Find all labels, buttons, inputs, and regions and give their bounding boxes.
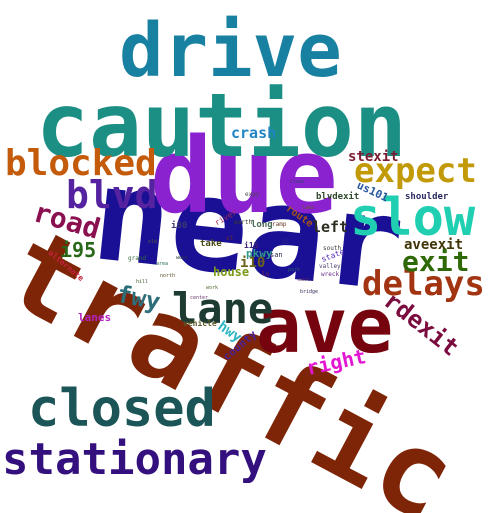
word-delays: delays xyxy=(362,264,485,304)
word-ramp: ramp xyxy=(272,221,287,228)
word-vehicle: vehicle xyxy=(183,319,217,328)
word-slow: slow xyxy=(350,188,476,248)
word-area: area xyxy=(156,261,169,267)
word-pkwy: pkwy xyxy=(246,247,273,260)
word-south: south xyxy=(323,245,342,252)
word-shoulder: shoulder xyxy=(405,192,449,202)
word-left: left xyxy=(312,218,349,236)
word-long: long xyxy=(251,220,273,230)
word-caution: caution xyxy=(36,74,407,177)
word-old: old xyxy=(148,239,158,245)
word-i95: i95 xyxy=(60,238,97,262)
word-crash: crash xyxy=(231,124,277,142)
word-valley: valley xyxy=(319,263,341,270)
word-wreck: wreck xyxy=(321,271,340,278)
word-house: house xyxy=(213,265,250,279)
word-grand: grand xyxy=(128,255,147,262)
word-east: east xyxy=(298,277,311,283)
word-st: st xyxy=(226,235,234,242)
word-blvdexit: blvdexit xyxy=(316,192,360,202)
word-ave: ave xyxy=(256,281,394,370)
word-i80: i80 xyxy=(171,221,188,231)
word-san: san xyxy=(270,251,283,259)
word-drive: drive xyxy=(119,8,342,94)
word-due: due xyxy=(150,115,338,237)
word-ln: ln xyxy=(262,271,270,278)
word-earth: earth xyxy=(234,219,253,226)
word-lake: lake xyxy=(302,205,315,211)
word-bridge: bridge xyxy=(300,289,319,295)
word-take: take xyxy=(200,239,222,249)
word-hill: hill xyxy=(136,279,149,285)
word-stationary: stationary xyxy=(2,434,267,485)
word-exit: exit xyxy=(402,245,470,278)
word-aveexit: aveexit xyxy=(404,237,464,253)
word-blvd: blvd xyxy=(66,173,158,217)
word-park: park xyxy=(288,267,301,273)
word-expy: expy xyxy=(245,191,260,198)
word-work: work xyxy=(206,285,219,291)
word-lanes: lanes xyxy=(78,311,112,324)
word-expect: expect xyxy=(354,151,477,191)
word-lane: lane xyxy=(172,284,274,333)
word-blocked: blocked xyxy=(5,143,157,184)
word-stexit: stexit xyxy=(348,149,399,165)
word-center: center xyxy=(190,295,209,301)
word-i15: i15 xyxy=(244,241,259,250)
word-closed: closed xyxy=(28,379,216,439)
word-north: north xyxy=(160,273,176,279)
word-i10: i10 xyxy=(240,255,266,271)
word-i5: i5 xyxy=(282,239,290,246)
word-west: west xyxy=(176,255,189,261)
word-clear: clear xyxy=(290,179,306,185)
